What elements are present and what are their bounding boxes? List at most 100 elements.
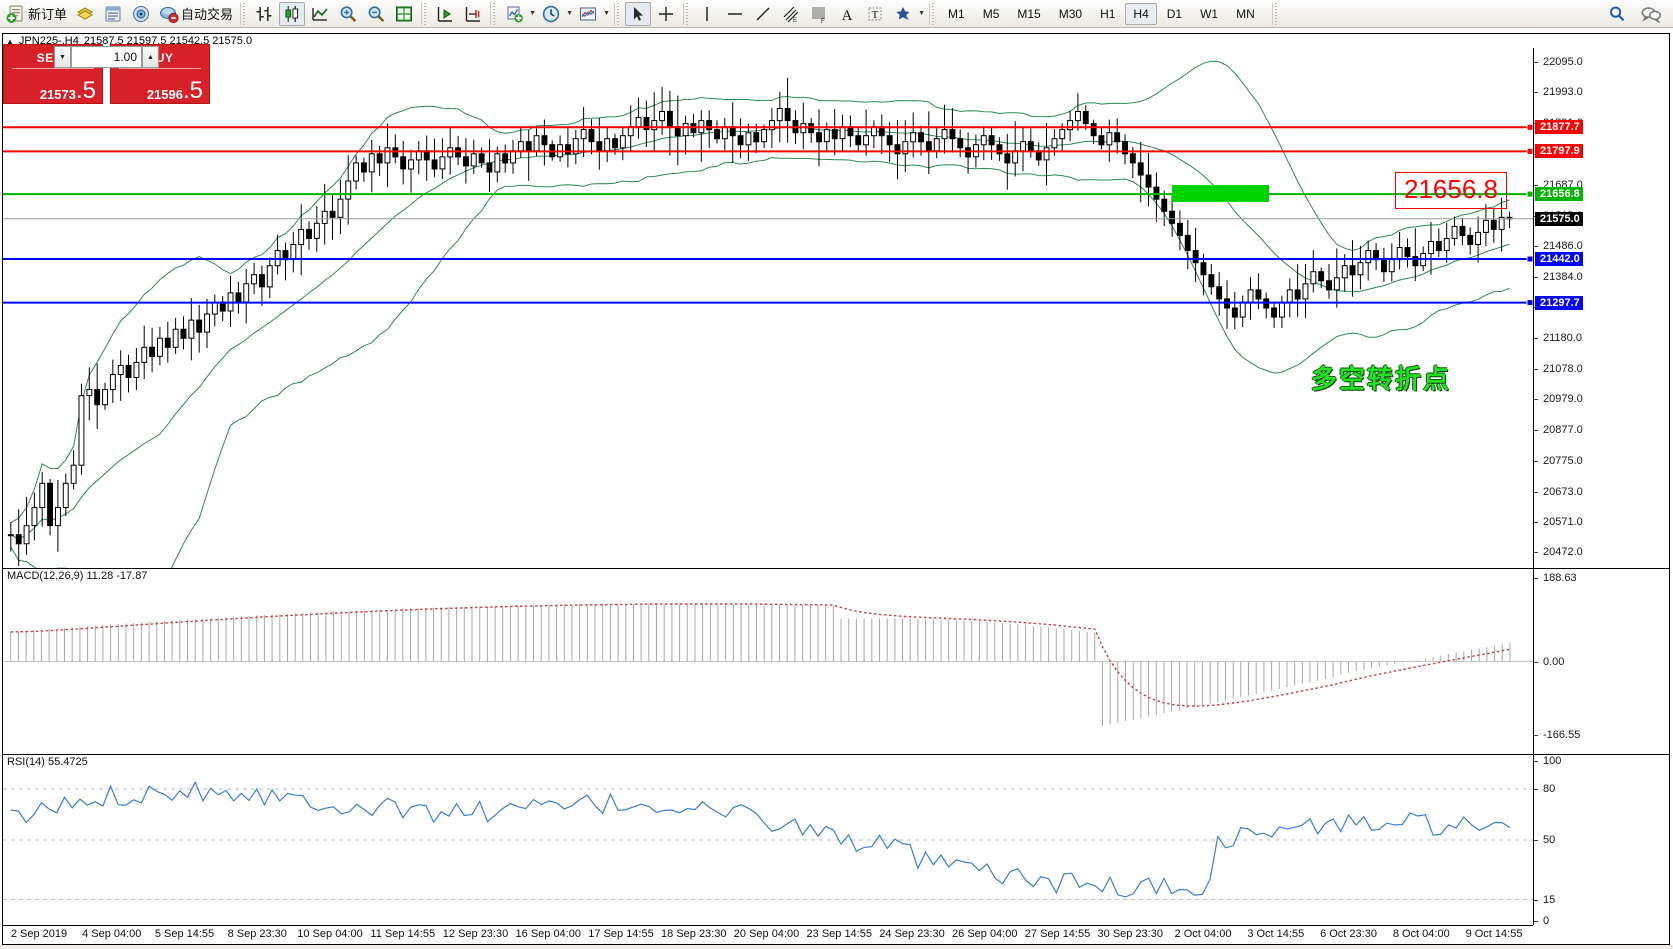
- time-tick: 2 Oct 04:00: [1174, 928, 1232, 940]
- tile-windows-icon: [396, 6, 413, 21]
- rsi-tick: 50: [1534, 834, 1555, 846]
- macd-panel[interactable]: [3, 569, 1533, 754]
- collapse-triangle-icon[interactable]: ▲: [6, 36, 14, 46]
- shapes-button[interactable]: [890, 2, 916, 26]
- equidistant-channel-icon: E: [783, 6, 799, 24]
- svg-text:F: F: [821, 19, 825, 24]
- toolbar-separator-2: [421, 2, 429, 25]
- macd-tick: 0.00: [1534, 656, 1564, 668]
- time-tick: 23 Sep 14:55: [806, 928, 872, 940]
- profiles-button[interactable]: [72, 2, 98, 26]
- time-tick: 12 Sep 23:30: [442, 928, 509, 940]
- sell-price: 21573 .5: [4, 69, 102, 103]
- volume-stepper[interactable]: ▼ 1.00 ▲: [54, 44, 159, 70]
- time-tick: 9 Oct 14:55: [1465, 928, 1523, 940]
- time-tick: 2 Sep 2019: [10, 928, 68, 940]
- indicators-dropdown-caret[interactable]: ▼: [529, 10, 536, 17]
- text-label-icon: T: [868, 7, 882, 21]
- svg-text:A: A: [842, 8, 853, 24]
- rsi-panel[interactable]: [3, 755, 1533, 925]
- price-badge-support-2[interactable]: 21297.7: [1535, 295, 1583, 310]
- fibonacci-button[interactable]: F: [806, 2, 832, 26]
- navigator-button[interactable]: [128, 2, 154, 26]
- main-toolbar: 新订单: [0, 0, 1673, 28]
- toolbar-separator: [240, 2, 248, 25]
- templates-button[interactable]: [575, 2, 601, 26]
- new-order-label: 新订单: [28, 7, 68, 22]
- toolbar-separator-6: [929, 2, 937, 25]
- indicators-icon: [507, 6, 523, 22]
- highlight-rectangle[interactable]: [1172, 185, 1269, 203]
- text-icon: A: [842, 8, 853, 24]
- toolbar-separator-7: [1271, 2, 1279, 25]
- text-label-button[interactable]: T: [862, 2, 888, 26]
- data-window-icon: [105, 6, 121, 21]
- cursor-button[interactable]: [625, 1, 652, 26]
- indicators-button[interactable]: [501, 2, 527, 26]
- line-chart-icon: [312, 7, 328, 21]
- volume-input[interactable]: 1.00: [71, 46, 142, 68]
- shapes-dropdown-caret[interactable]: ▼: [918, 10, 925, 17]
- templates-dropdown-caret[interactable]: ▼: [603, 10, 610, 17]
- time-tick: 5 Sep 14:55: [154, 928, 215, 940]
- horizontal-line-icon: [728, 12, 743, 15]
- horizontal-line-button[interactable]: [722, 2, 748, 26]
- equidistant-channel-button[interactable]: E: [778, 2, 804, 26]
- timeframe-m5-button[interactable]: M5: [982, 6, 1000, 21]
- line-chart-button[interactable]: [307, 2, 333, 26]
- timeframe-group: M1 M5 M15 M30 H1 H4 D1 W1 MN: [939, 2, 1264, 25]
- price-tick: 21384.0: [1534, 271, 1583, 283]
- search-button[interactable]: [1604, 2, 1630, 26]
- time-tick: 8 Oct 04:00: [1392, 928, 1450, 940]
- candlestick-chart-button[interactable]: [279, 1, 306, 26]
- turning-point-note[interactable]: 多空转折点: [1311, 365, 1452, 395]
- periods-button[interactable]: [538, 2, 564, 26]
- chart-frame[interactable]: ▲ JPN225-,H4 21587.5 21597.5 21542.5 215…: [2, 33, 1670, 945]
- timeframe-h1-button[interactable]: H1: [1100, 6, 1116, 21]
- timeframe-m1-button[interactable]: M1: [948, 6, 965, 21]
- timeframe-w1-button[interactable]: W1: [1200, 6, 1219, 21]
- volume-decrease-button[interactable]: ▼: [54, 46, 71, 68]
- pivot-price-callout[interactable]: 21656.8: [1395, 172, 1507, 210]
- toolbar-separator-3: [490, 2, 498, 25]
- text-button[interactable]: A: [834, 2, 860, 26]
- timeframe-m30-button[interactable]: M30: [1058, 6, 1083, 21]
- timeframe-mn-button[interactable]: MN: [1236, 6, 1255, 21]
- vertical-line-icon: [706, 6, 708, 21]
- price-badge-support-1[interactable]: 21442.0: [1535, 252, 1583, 267]
- crosshair-button[interactable]: [653, 2, 679, 26]
- timeframe-m15-button[interactable]: M15: [1017, 6, 1041, 21]
- time-tick: 17 Sep 14:55: [588, 928, 654, 940]
- vertical-line-button[interactable]: [694, 2, 720, 26]
- timeframe-h4-button[interactable]: H4: [1125, 2, 1157, 25]
- autotrading-label: 自动交易: [181, 7, 234, 22]
- price-axis[interactable]: 22095.021993.021891.021789.021687.021585…: [1533, 48, 1669, 568]
- price-badge-resistance-1[interactable]: 21877.7: [1535, 120, 1583, 135]
- buy-price-frac: .5: [182, 76, 203, 104]
- rsi-tick: 15: [1534, 894, 1555, 906]
- symbol-info-line: ▲ JPN225-,H4 21587.5 21597.5 21542.5 215…: [3, 34, 1669, 48]
- autotrading-button[interactable]: 自动交易: [156, 2, 236, 26]
- periods-dropdown-caret[interactable]: ▼: [566, 10, 573, 17]
- volume-increase-button[interactable]: ▲: [142, 46, 159, 68]
- timeframe-d1-button[interactable]: D1: [1166, 6, 1183, 21]
- zoom-out-button[interactable]: [363, 2, 389, 26]
- price-badge-pivot[interactable]: 21656.8: [1535, 187, 1583, 202]
- chart-shift-button[interactable]: [460, 2, 486, 26]
- trendline-button[interactable]: [750, 2, 776, 26]
- auto-scroll-button[interactable]: [432, 2, 458, 26]
- bar-chart-button[interactable]: [251, 2, 277, 26]
- price-badge-resistance-2[interactable]: 21797.9: [1535, 144, 1583, 159]
- time-tick: 16 Sep 04:00: [515, 928, 581, 940]
- new-order-button[interactable]: 新订单: [3, 2, 70, 26]
- one-click-trading-panel[interactable]: SELL 21573 .5 BUY 21596 .5 ▼ 1.00 ▲: [3, 44, 210, 104]
- price-badge-last-price[interactable]: 21575.0: [1535, 211, 1583, 226]
- price-tick: 20775.0: [1534, 455, 1583, 467]
- candlestick-chart-icon: [285, 5, 299, 22]
- data-window-button[interactable]: [100, 2, 126, 26]
- zoom-in-button[interactable]: [335, 2, 361, 26]
- chat-button[interactable]: [1637, 2, 1665, 26]
- new-order-icon: [6, 5, 23, 23]
- tile-windows-button[interactable]: [391, 2, 417, 26]
- price-panel[interactable]: [3, 48, 1533, 568]
